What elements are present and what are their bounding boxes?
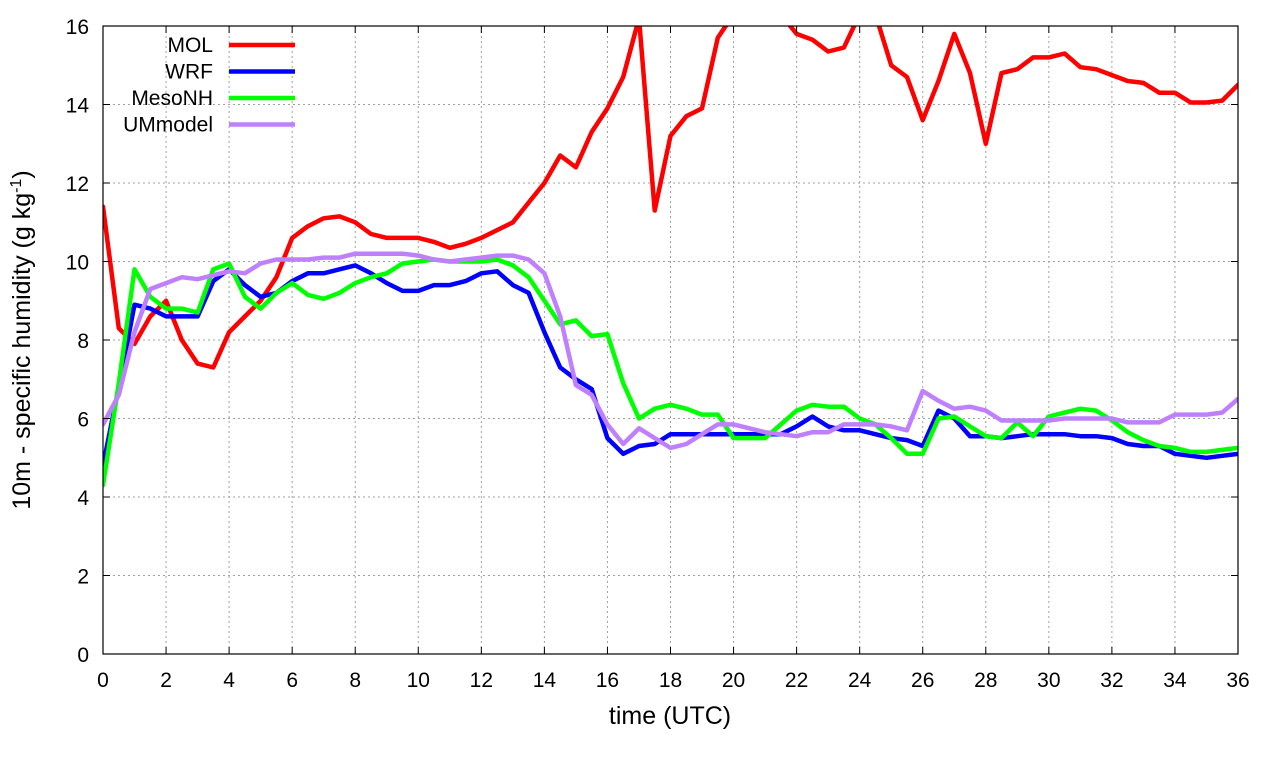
y-axis-title-sup: -1 [8, 179, 25, 193]
x-tick-label: 18 [659, 669, 682, 692]
x-tick-label: 14 [533, 669, 557, 692]
legend-label-mol: MOL [167, 34, 213, 57]
legend-label-wrf: WRF [165, 61, 213, 84]
series-layer [103, 26, 1238, 488]
x-tick-label: 8 [349, 669, 361, 692]
ticks: 0 2 4 6 8 10 12 14 16 18 20 22 24 26 28 30 32 34 360246810… [66, 16, 1250, 692]
series-mol [103, 26, 1238, 370]
x-tick-label: 32 [1100, 669, 1123, 692]
x-tick-label: 34 [1163, 669, 1187, 692]
x-tick-label: 26 [911, 669, 934, 692]
y-tick-label: 4 [77, 487, 89, 510]
legend-label-mesonh: MesoNH [131, 87, 213, 110]
y-tick-label: 8 [77, 330, 89, 353]
x-tick-label: 20 [722, 669, 745, 692]
y-tick-label: 12 [66, 173, 89, 196]
x-tick-label: 12 [470, 669, 493, 692]
x-tick-label: 30 [1037, 669, 1060, 692]
x-tick-label: 6 [286, 669, 298, 692]
x-tick-label: 36 [1226, 669, 1249, 692]
x-axis-title: time (UTC) [609, 702, 731, 730]
legend: MOL WRF MesoNH UMmodel [123, 34, 295, 137]
series-ummodel [103, 251, 1238, 451]
x-tick-label: 22 [785, 669, 808, 692]
y-tick-label: 0 [77, 644, 89, 667]
y-tick-label: 14 [66, 95, 90, 118]
x-tick-label: 10 [407, 669, 430, 692]
y-axis-title: 10m - specific humidity (g kg-1) [8, 170, 36, 509]
x-tick-label: 16 [596, 669, 619, 692]
y-tick-label: 6 [77, 409, 89, 432]
grid [103, 26, 1238, 654]
x-tick-label: 4 [223, 669, 235, 692]
y-axis-title-main: 10m - specific humidity (g kg [8, 193, 36, 510]
y-tick-label: 2 [77, 566, 89, 589]
x-tick-label: 0 [97, 669, 109, 692]
series-mesonh [103, 257, 1238, 488]
y-tick-label: 10 [66, 252, 89, 275]
y-tick-label: 16 [66, 16, 89, 39]
x-tick-label: 28 [974, 669, 997, 692]
x-tick-label: 2 [160, 669, 172, 692]
y-axis-title-close: ) [8, 170, 36, 178]
x-tick-label: 24 [848, 669, 872, 692]
legend-label-ummodel: UMmodel [123, 114, 213, 137]
